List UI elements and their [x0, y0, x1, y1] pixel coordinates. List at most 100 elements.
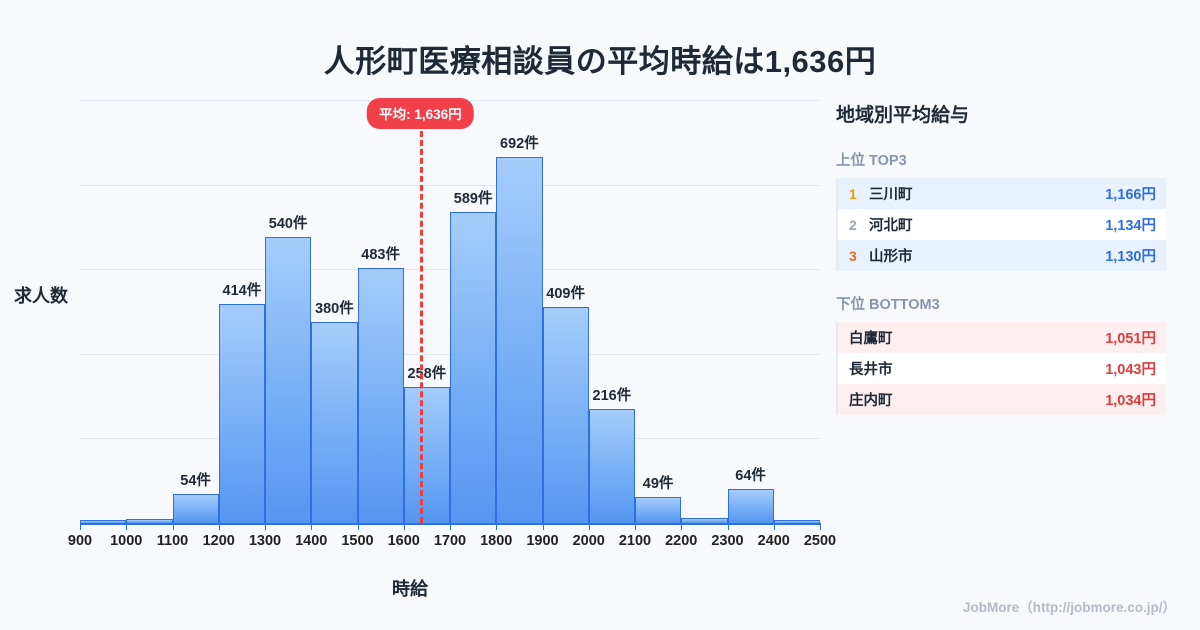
x-tick-label: 1900: [526, 533, 559, 549]
region-name: 白鷹町: [849, 331, 893, 347]
region-salary-value: 1,166円: [1105, 187, 1156, 203]
bar: [635, 497, 682, 523]
bar: [773, 520, 820, 523]
bar: [496, 157, 543, 523]
histogram-chart: 求人数 54件 414件 540件 380件 483件 258件 589件 692件 409件 2…: [0, 90, 836, 599]
x-tick-label: 2000: [572, 533, 605, 549]
x-tick: [265, 523, 266, 530]
table-row[interactable]: 1 三川町 1,166円: [838, 178, 1166, 209]
x-tick: [357, 523, 359, 530]
x-tick: [126, 523, 128, 530]
x-axis-ticks: 900 1000 1100 1200 1300 1400 1500 1600 1700 1800 1…: [68, 523, 836, 569]
x-tick: [218, 523, 220, 530]
rank-number: 3: [849, 247, 857, 264]
bar: [357, 267, 404, 523]
x-tick-label: 1000: [110, 533, 143, 549]
sidebar-heading: 地域別平均給与: [836, 105, 970, 126]
table-row[interactable]: 2 河北町 1,134円: [838, 209, 1166, 240]
bar-value-label: 409件: [546, 285, 585, 302]
region-salary-panel: 地域別平均給与 上位 TOP3 1 三川町 1,166円 2 河北町 1,134円 3 山形市…: [836, 100, 1166, 437]
plot-area: 54件 414件 540件 380件 483件 258件 589件 692件 409件 216件 4…: [68, 98, 836, 603]
bar: [681, 518, 728, 523]
x-tick: [681, 523, 683, 530]
bar-slot: 258件: [403, 100, 450, 523]
x-tick-label: 1100: [156, 533, 189, 549]
bar: [126, 518, 173, 523]
x-tick: [311, 523, 313, 530]
bottom3-heading: 下位 BOTTOM3: [836, 297, 940, 313]
bar: [265, 237, 312, 523]
region-name: 河北町: [869, 218, 913, 234]
x-tick: [820, 523, 821, 530]
region-salary-value: 1,051円: [1105, 331, 1156, 347]
bottom3-table: 白鷹町 1,051円長井市 1,043円庄内町 1,034円: [836, 322, 1166, 415]
x-tick: [80, 523, 81, 530]
bar-slot: [681, 100, 728, 523]
x-tick-label: 1500: [341, 533, 374, 549]
region-salary-value: 1,043円: [1105, 362, 1156, 378]
bar: [588, 408, 635, 523]
region-name: 山形市: [869, 249, 913, 265]
x-tick-label: 900: [67, 533, 93, 549]
bar-value-label: 540件: [268, 216, 308, 233]
bar-slot: [80, 100, 127, 523]
bar: [172, 494, 219, 523]
rank-number: 2: [849, 216, 857, 233]
x-tick-label: 2500: [803, 533, 837, 549]
bar-value-label: 49件: [642, 476, 674, 493]
gridline: [80, 184, 820, 186]
bar-slot: 380件: [311, 100, 358, 523]
bar-slot: [126, 100, 173, 523]
table-row[interactable]: 庄内町 1,034円: [838, 384, 1166, 415]
bar-slot: 483件: [357, 100, 404, 523]
footer-credit: JobMore（http://jobmore.co.jp/）: [963, 600, 1176, 615]
bar-slot: 216件: [588, 100, 635, 523]
x-tick-label: 2200: [665, 533, 698, 549]
x-tick: [588, 523, 590, 530]
bar: [542, 306, 589, 523]
bar: [450, 211, 497, 523]
region-name: 庄内町: [849, 393, 893, 409]
x-tick: [727, 523, 729, 530]
x-tick-label: 1300: [248, 533, 282, 549]
table-row[interactable]: 長井市 1,043円: [838, 353, 1166, 384]
bar-value-label: 54件: [180, 473, 211, 490]
bar-value-label: 216件: [592, 387, 632, 404]
bar: [727, 489, 774, 523]
top3-table: 1 三川町 1,166円 2 河北町 1,134円 3 山形市 1,130円: [836, 178, 1166, 271]
bar-slot: 692件: [496, 100, 543, 523]
x-axis-label: 時給: [392, 579, 428, 599]
bar: [311, 322, 358, 523]
bar: [218, 304, 265, 523]
table-row[interactable]: 白鷹町 1,051円: [838, 322, 1166, 353]
y-axis-label: 求人数: [14, 286, 68, 306]
bar-slot: 589件: [450, 100, 497, 523]
bar-slot: 409件: [542, 100, 589, 523]
region-name: 長井市: [849, 362, 893, 378]
page-title: 人形町医療相談員の平均時給は1,636円: [323, 44, 877, 79]
bar-slot: [773, 100, 820, 523]
bar-value-label: 64件: [735, 468, 766, 485]
x-tick-label: 1800: [480, 533, 513, 549]
bar-value-label: 258件: [407, 365, 447, 382]
x-tick: [450, 523, 451, 530]
top3-heading: 上位 TOP3: [836, 153, 907, 169]
x-tick: [773, 523, 775, 530]
x-tick: [542, 523, 544, 530]
region-name: 三川町: [869, 187, 913, 203]
bar-value-label: 483件: [361, 246, 400, 263]
bar-series: 54件 414件 540件 380件 483件 258件 589件 692件 409件 216件 4…: [80, 100, 820, 523]
bar-value-label: 414件: [222, 283, 262, 300]
average-line: [420, 122, 424, 523]
region-salary-value: 1,130円: [1105, 249, 1156, 265]
x-tick: [403, 523, 405, 530]
x-tick-label: 2400: [757, 533, 790, 549]
bar-slot: 54件: [172, 100, 219, 523]
bar-value-label: 589件: [453, 190, 493, 207]
x-tick-label: 1200: [202, 533, 235, 549]
x-tick-label: 1600: [387, 533, 420, 549]
x-tick-label: 2300: [711, 533, 744, 549]
bar-value-label: 692件: [500, 136, 539, 153]
table-row[interactable]: 3 山形市 1,130円: [838, 240, 1166, 271]
